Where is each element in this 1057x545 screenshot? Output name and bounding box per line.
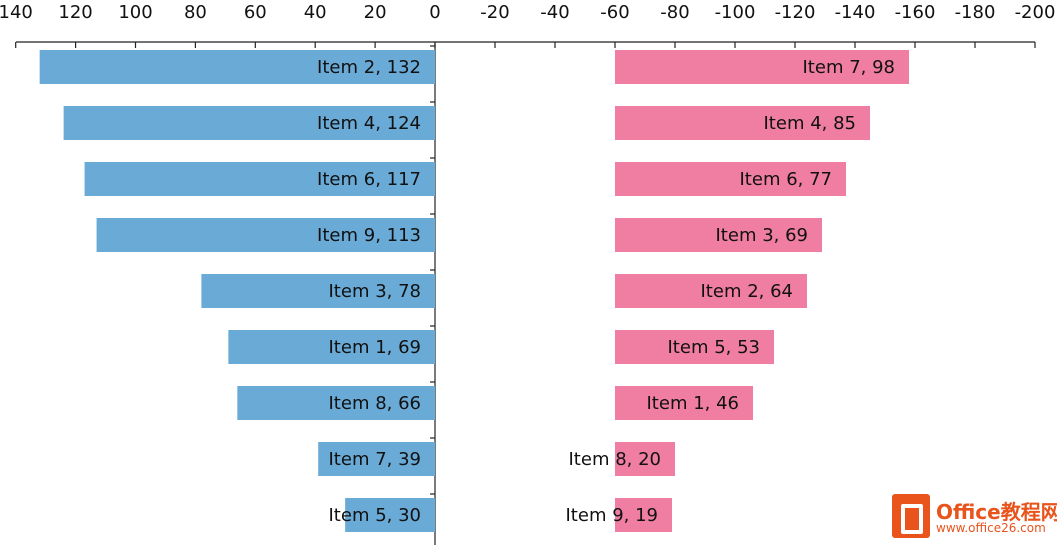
x-tick-label: 80 <box>184 2 207 23</box>
x-tick-label: -60 <box>600 2 629 23</box>
right-bar-label: Item 8, 20 <box>569 449 662 470</box>
left-bar-label: Item 2, 132 <box>317 57 421 78</box>
left-bar <box>84 162 436 196</box>
left-bar-label: Item 7, 39 <box>329 449 422 470</box>
x-tick-label: 20 <box>364 2 387 23</box>
left-bar <box>318 442 435 476</box>
x-tick-label: -80 <box>660 2 689 23</box>
left-bar-label: Item 9, 113 <box>317 225 421 246</box>
left-bar-label: Item 3, 78 <box>329 281 422 302</box>
right-bar <box>615 386 753 420</box>
right-bar-label: Item 6, 77 <box>740 169 833 190</box>
office26-watermark-logo: Office教程网 www.office26.com <box>892 492 1057 542</box>
right-bar <box>615 274 807 308</box>
left-bar-label: Item 6, 117 <box>317 169 421 190</box>
x-tick-label: -160 <box>895 2 936 23</box>
left-bar <box>201 274 435 308</box>
x-tick-label: -200 <box>1015 2 1056 23</box>
office-logo-icon <box>892 494 930 538</box>
watermark-brand: Office教程网 <box>936 500 1057 524</box>
left-bar <box>228 330 435 364</box>
x-tick-label: 100 <box>118 2 152 23</box>
right-bar-label: Item 2, 64 <box>701 281 794 302</box>
right-bar <box>615 162 846 196</box>
bars <box>39 50 909 532</box>
right-bar-label: Item 3, 69 <box>716 225 809 246</box>
right-bar-label: Item 9, 19 <box>566 505 659 526</box>
right-bar-label: Item 4, 85 <box>764 113 857 134</box>
right-bar <box>615 498 672 532</box>
left-bar <box>39 50 435 84</box>
data-labels: Item 2, 132 Item 4, 124 Item 6, 117 Item 9,… <box>317 57 895 526</box>
left-bar-label: Item 4, 124 <box>317 113 421 134</box>
x-tick-label: 0 <box>429 2 440 23</box>
left-bar-label: Item 1, 69 <box>329 337 422 358</box>
x-tick-label: -140 <box>835 2 876 23</box>
left-bar <box>345 498 435 532</box>
left-bar-label: Item 8, 66 <box>329 393 422 414</box>
x-tick-label: 140 <box>0 2 33 23</box>
left-bar-label: Item 5, 30 <box>329 505 422 526</box>
left-bar <box>96 218 435 252</box>
watermark-url: www.office26.com <box>936 521 1046 535</box>
right-bar <box>615 106 870 140</box>
x-tick-label: -40 <box>540 2 569 23</box>
x-tick-label: 120 <box>58 2 92 23</box>
x-tick-label: -120 <box>775 2 816 23</box>
right-bar <box>615 50 909 84</box>
right-bar <box>615 218 822 252</box>
right-bar <box>615 330 774 364</box>
left-bar <box>63 106 436 140</box>
x-tick-label: 60 <box>244 2 267 23</box>
left-bar <box>237 386 435 420</box>
right-bar-label: Item 7, 98 <box>803 57 896 78</box>
right-bar-label: Item 5, 53 <box>668 337 761 358</box>
x-tick-label: 40 <box>304 2 327 23</box>
x-tick-label: -20 <box>480 2 509 23</box>
x-tick-label: -100 <box>715 2 756 23</box>
x-tick-label: -180 <box>955 2 996 23</box>
right-bar <box>615 442 675 476</box>
right-bar-label: Item 1, 46 <box>647 393 740 414</box>
